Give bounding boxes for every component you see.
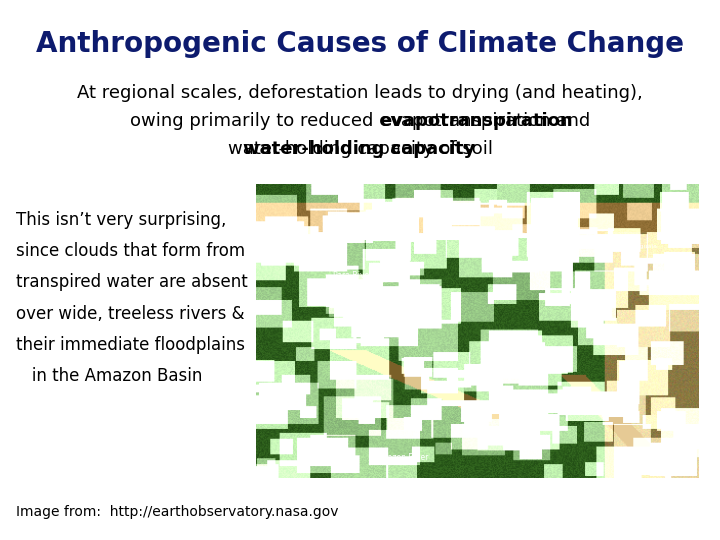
Text: Tocantins/Araguaia: Tocantins/Araguaia bbox=[598, 244, 657, 249]
Text: since clouds that form from: since clouds that form from bbox=[16, 242, 245, 260]
Text: Para River: Para River bbox=[333, 271, 373, 280]
Text: Anthropogenic Causes of Climate Change: Anthropogenic Causes of Climate Change bbox=[36, 30, 684, 58]
Text: in the Amazon Basin: in the Amazon Basin bbox=[16, 367, 202, 385]
Text: owing primarily to reduced evapotranspiration and: owing primarily to reduced evapotranspir… bbox=[130, 112, 590, 130]
Text: over wide, treeless rivers &: over wide, treeless rivers & bbox=[16, 305, 244, 322]
Text: 20 km: 20 km bbox=[645, 458, 667, 464]
Text: their immediate floodplains: their immediate floodplains bbox=[16, 336, 245, 354]
Text: Image from:  http://earthobservatory.nasa.gov: Image from: http://earthobservatory.nasa… bbox=[16, 505, 338, 519]
Text: water-holding capacity of soil: water-holding capacity of soil bbox=[228, 140, 492, 158]
Text: transpired water are absent: transpired water are absent bbox=[16, 273, 248, 291]
Text: This isn’t very surprising,: This isn’t very surprising, bbox=[16, 211, 226, 228]
Text: At regional scales, deforestation leads to drying (and heating),: At regional scales, deforestation leads … bbox=[77, 84, 643, 102]
Text: Amazon River: Amazon River bbox=[375, 453, 428, 462]
Text: evapotranspiration: evapotranspiration bbox=[379, 112, 573, 130]
Text: water-holding capacity: water-holding capacity bbox=[243, 140, 475, 158]
